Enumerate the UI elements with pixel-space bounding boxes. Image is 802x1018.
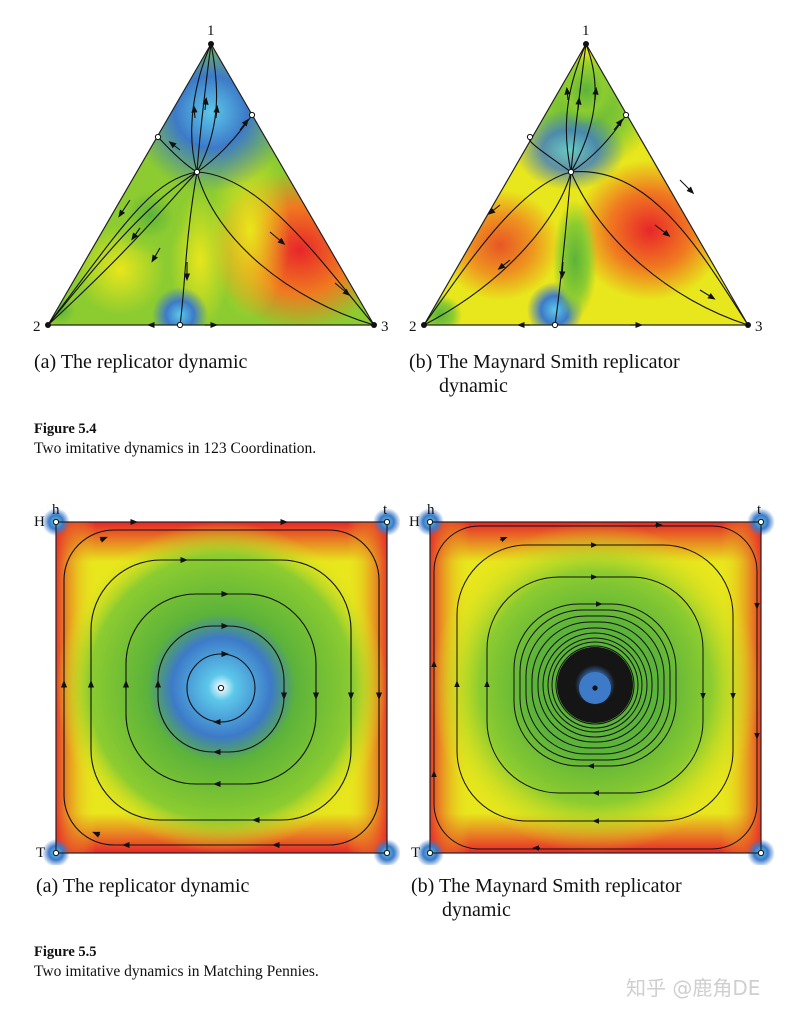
fig54b-caption-cont: dynamic bbox=[439, 375, 508, 397]
fig54a-vertex-1: 1 bbox=[207, 23, 215, 39]
fig55a-caption: (a) The replicator dynamic bbox=[36, 875, 250, 897]
fig54b-heatmap bbox=[424, 44, 748, 325]
fig55a-row-H: H bbox=[34, 514, 45, 530]
fig54-label: Figure 5.4 bbox=[34, 421, 97, 437]
fig55b-col-t: t bbox=[757, 502, 762, 518]
fig54a-simplex bbox=[45, 41, 377, 329]
fig55b-caption-cont: dynamic bbox=[442, 899, 511, 921]
fig54a-vertex-3: 3 bbox=[381, 319, 389, 335]
fig54b-vertex-2: 2 bbox=[409, 319, 417, 335]
fig55-panel-b: H h t T bbox=[400, 500, 800, 865]
fig54a-heatmap bbox=[48, 44, 374, 325]
fig55b-row-H: H bbox=[409, 514, 420, 530]
fig55b-square-plot bbox=[416, 508, 775, 865]
fig54-caption: Two imitative dynamics in 123 Coordinati… bbox=[34, 440, 317, 457]
fig55a-square-plot bbox=[42, 508, 400, 865]
fig55-label: Figure 5.5 bbox=[34, 944, 97, 960]
fig54b-trajectories bbox=[423, 43, 749, 329]
fig54b-simplex bbox=[421, 41, 751, 329]
fig54a-trajectories bbox=[47, 43, 375, 329]
fig55a-orbits bbox=[60, 518, 383, 849]
fig55b-orbits bbox=[431, 522, 760, 851]
fig55a-col-h: h bbox=[52, 502, 60, 518]
fig54b-caption: (b) The Maynard Smith replicator bbox=[409, 351, 680, 373]
fig55b-row-T: T bbox=[411, 845, 421, 861]
fig55b-caption: (b) The Maynard Smith replicator bbox=[411, 875, 682, 897]
fig54b-vertex-1: 1 bbox=[582, 23, 590, 39]
fig54a-vertex-2: 2 bbox=[33, 319, 41, 335]
fig54b-vertex-3: 3 bbox=[755, 319, 763, 335]
fig55b-col-h: h bbox=[427, 502, 435, 518]
fig55-panel-a: H h t T bbox=[0, 500, 400, 865]
watermark: 知乎 @鹿角DE bbox=[626, 976, 761, 1000]
fig54-panel-a: 1 2 3 bbox=[0, 0, 400, 345]
fig55a-row-T: T bbox=[36, 845, 46, 861]
fig54a-caption: (a) The replicator dynamic bbox=[34, 351, 248, 373]
fig55-caption: Two imitative dynamics in Matching Penni… bbox=[34, 963, 319, 980]
fig55a-col-t: t bbox=[383, 502, 388, 518]
fig54-panel-b: 1 2 3 bbox=[400, 0, 800, 345]
